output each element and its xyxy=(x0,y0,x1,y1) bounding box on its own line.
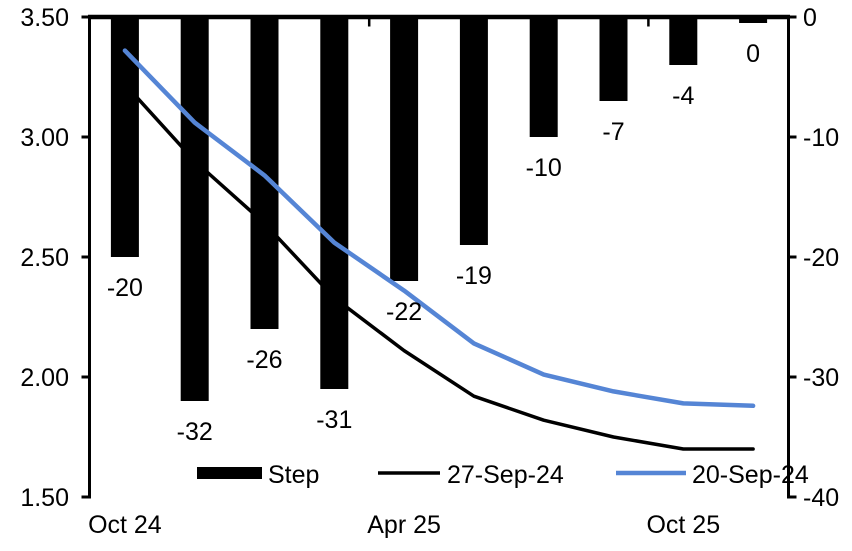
bar-step-5 xyxy=(459,15,488,245)
bar-data-label: -4 xyxy=(672,82,694,110)
x-axis-label: Apr 25 xyxy=(367,511,441,539)
bar-step-6 xyxy=(529,15,558,137)
left-axis-tick-label: 3.50 xyxy=(20,4,69,32)
legend-swatch-step xyxy=(197,467,262,479)
left-axis-tick-label: 2.00 xyxy=(20,364,69,392)
legend-label-20-sep-24: 20-Sep-24 xyxy=(692,461,809,489)
x-axis-label: Oct 24 xyxy=(88,511,162,539)
left-axis-tick-label: 1.50 xyxy=(20,484,69,512)
bar-step-0 xyxy=(110,15,139,257)
bar-step-7 xyxy=(599,15,628,101)
bar-data-label: -22 xyxy=(386,298,422,326)
bar-data-label: -31 xyxy=(316,406,352,434)
right-axis-tick-label: -10 xyxy=(803,124,839,152)
bar-data-label: -20 xyxy=(107,274,143,302)
left-axis-tick-label: 3.00 xyxy=(20,124,69,152)
right-axis-tick-label: -40 xyxy=(803,484,839,512)
left-axis-tick-label: 2.50 xyxy=(20,244,69,272)
right-axis-tick-label: -30 xyxy=(803,364,839,392)
line-20-sep-24 xyxy=(122,48,756,409)
line-27-sep-24 xyxy=(123,82,755,451)
bar-step-4 xyxy=(390,15,419,281)
bar-data-label: -7 xyxy=(602,118,624,146)
bar-data-label: -10 xyxy=(526,154,562,182)
x-axis-label: Oct 25 xyxy=(646,511,720,539)
bar-step-2 xyxy=(250,15,279,329)
legend-label-27-sep-24: 27-Sep-24 xyxy=(447,461,564,489)
legend-label-step: Step xyxy=(268,461,319,489)
bar-data-label: -32 xyxy=(177,418,213,446)
bar-data-label: -26 xyxy=(246,346,282,374)
bar-data-label: -19 xyxy=(456,262,492,290)
bar-step-8 xyxy=(669,15,698,65)
bar-data-label: 0 xyxy=(746,40,760,68)
bar-step-3 xyxy=(320,15,349,389)
bar-step-1 xyxy=(180,15,209,401)
right-axis-tick-label: -20 xyxy=(803,244,839,272)
right-axis-tick-label: 0 xyxy=(803,4,817,32)
